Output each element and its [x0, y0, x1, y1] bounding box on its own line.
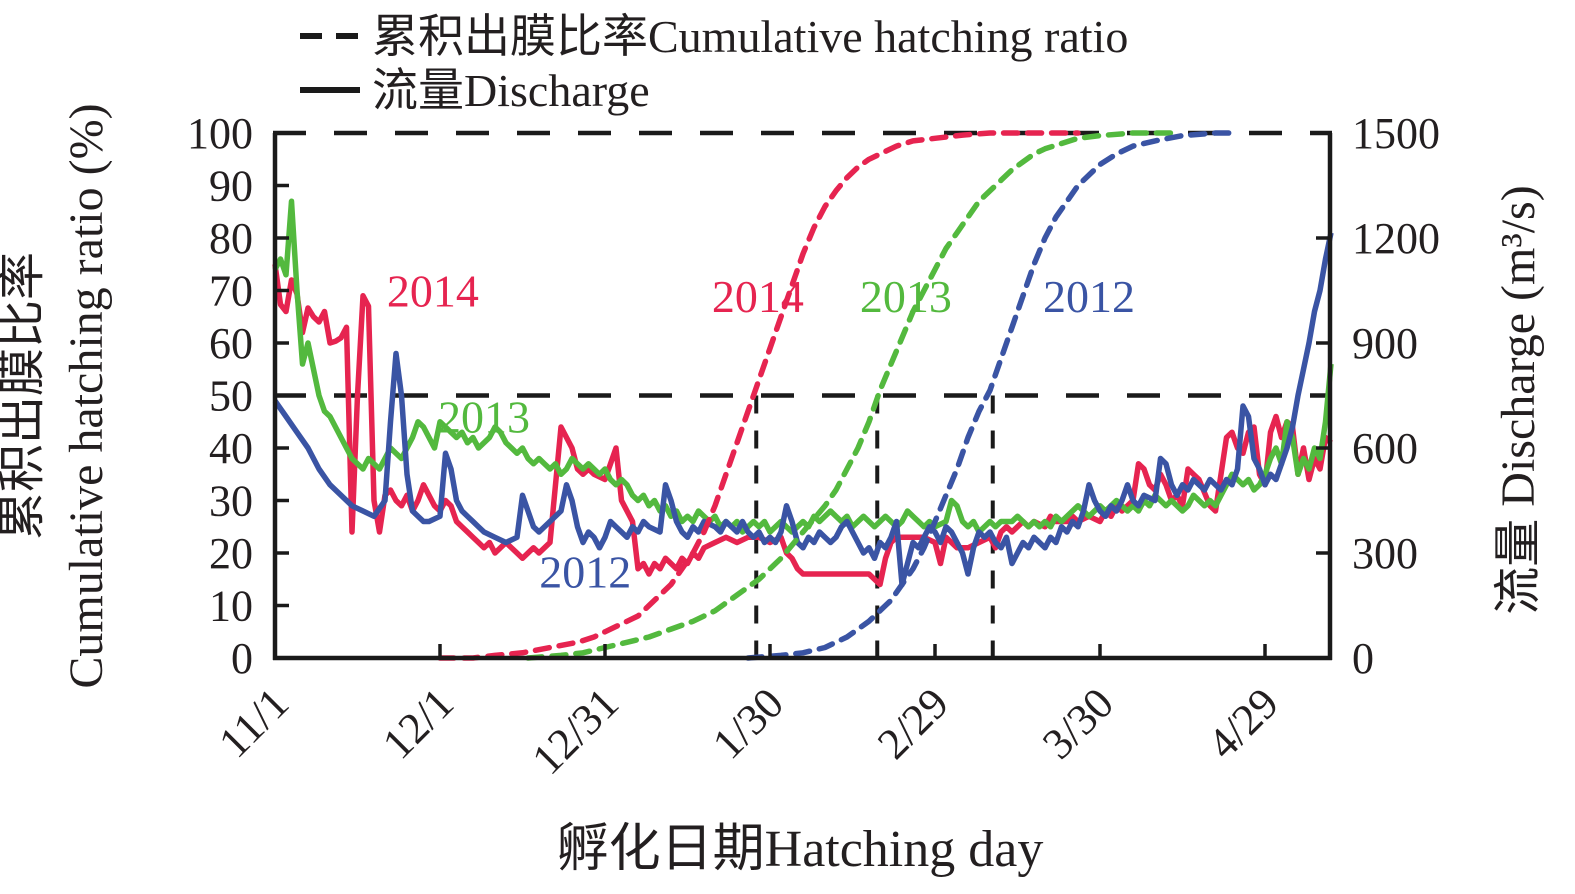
right-tick-label-900: 900	[1352, 319, 1418, 368]
right-tick-label-300: 300	[1352, 529, 1418, 578]
annotation-cumulative-2014: 2014	[712, 271, 804, 322]
left-axis-title-chinese: 累积出膜比率	[0, 252, 49, 540]
right-axis-title: 流量 Discharge (m³/s)	[1492, 185, 1545, 614]
left-tick-label-50: 50	[209, 372, 253, 421]
x-tick-label-6: 4/29	[1198, 678, 1288, 768]
annotation-discharge-2012: 2012	[539, 546, 631, 597]
x-tick-label-4: 2/29	[868, 678, 958, 768]
series-annotations: 2014 2013 2012 2014 2013 2012	[387, 266, 1135, 598]
x-tick-label-2: 12/31	[523, 678, 629, 784]
left-tick-label-80: 80	[209, 214, 253, 263]
cumulative-2012-line	[745, 130, 1241, 661]
left-tick-label-90: 90	[209, 162, 253, 211]
x-tick-label-3: 1/30	[703, 678, 793, 768]
annotation-discharge-2014: 2014	[387, 266, 479, 317]
discharge-2012-line	[272, 232, 1334, 588]
left-tick-label-30: 30	[209, 477, 253, 526]
x-tick-label-5: 3/30	[1033, 678, 1123, 768]
left-axis-title-english: Cumulative hatching ratio (%)	[60, 103, 113, 688]
annotation-cumulative-2013: 2013	[860, 271, 952, 322]
x-axis-title: 孵化日期Hatching day	[557, 821, 1044, 878]
legend: 累积出膜比率Cumulative hatching ratio 流量Discha…	[300, 11, 1128, 116]
annotation-cumulative-2012: 2012	[1043, 271, 1135, 322]
discharge-2014-line	[272, 263, 1333, 588]
left-tick-label-40: 40	[209, 424, 253, 473]
right-tick-label-1200: 1200	[1352, 214, 1440, 263]
x-tick-label-0: 11/1	[209, 678, 298, 767]
left-tick-label-70: 70	[209, 267, 253, 316]
annotation-discharge-2013: 2013	[438, 392, 530, 443]
legend-label-discharge: 流量Discharge	[372, 65, 650, 116]
right-tick-label-1500: 1500	[1352, 109, 1440, 158]
data-series	[272, 130, 1334, 661]
x-tick-label-1: 12/1	[373, 678, 463, 768]
right-tick-label-600: 600	[1352, 424, 1418, 473]
left-tick-label-10: 10	[209, 582, 253, 631]
reference-lines	[273, 130, 1332, 658]
left-tick-label-20: 20	[209, 529, 253, 578]
left-tick-label-60: 60	[209, 319, 253, 368]
axes	[272, 131, 1333, 661]
cumulative-2014-line	[437, 130, 1081, 661]
left-tick-label-0: 0	[231, 634, 253, 683]
right-tick-label-0: 0	[1352, 634, 1374, 683]
left-tick-label-100: 100	[187, 109, 253, 158]
cumulative-2013-line	[525, 130, 1175, 661]
legend-label-cumulative: 累积出膜比率Cumulative hatching ratio	[372, 11, 1128, 62]
